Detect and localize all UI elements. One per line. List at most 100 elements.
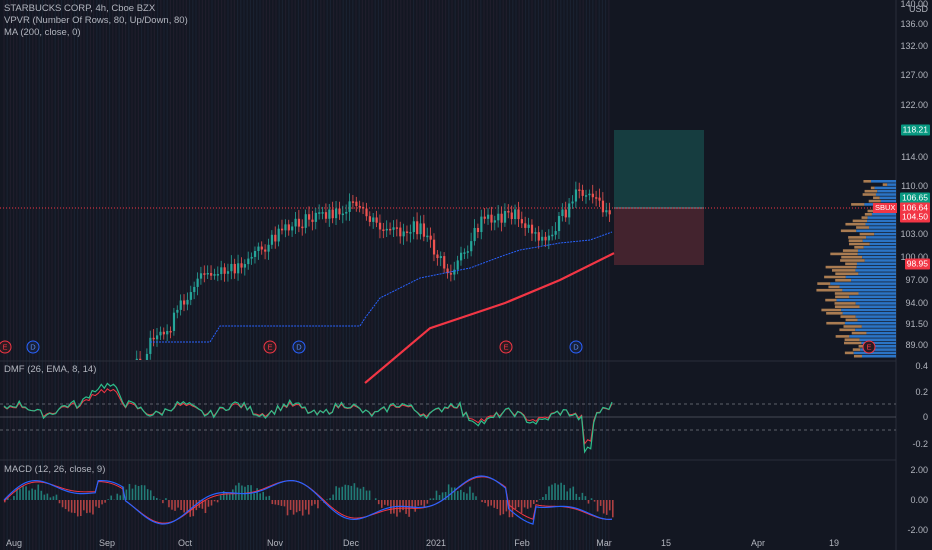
volume-profile-bar — [839, 285, 896, 289]
candle — [250, 256, 253, 259]
vpvr-indicator-label[interactable]: VPVR (Number Of Rows, 80, Up/Down, 80) — [4, 15, 188, 26]
candle — [432, 239, 436, 255]
macd-histogram-bar — [481, 500, 483, 503]
dividend-marker[interactable]: D — [569, 340, 583, 354]
macd-histogram-bar — [362, 486, 365, 500]
macd-histogram-bar — [25, 486, 27, 500]
candle — [156, 335, 159, 340]
volume-profile-bar — [844, 341, 862, 345]
symbol-title[interactable]: STARBUCKS CORP, 4h, Cboe BZX — [4, 3, 156, 14]
macd-histogram-bar — [314, 500, 316, 505]
candle — [527, 224, 530, 228]
candle — [253, 250, 257, 257]
candle — [591, 193, 594, 198]
stop-price-tag: 104.50 — [900, 211, 930, 223]
macd-histogram-bar — [238, 482, 240, 500]
macd-histogram-bar — [517, 500, 520, 508]
macd-histogram-bar — [432, 498, 435, 500]
dividend-marker[interactable]: D — [292, 340, 306, 354]
volume-profile-bar — [867, 209, 875, 213]
last-price-tag: 106.64 — [900, 202, 930, 214]
macd-histogram-bar — [116, 493, 119, 500]
macd-tick-label: 0.00 — [910, 495, 928, 505]
volume-profile-bar — [851, 203, 865, 206]
price-tick-label: 89.00 — [905, 340, 928, 350]
price-axis[interactable]: USD 140.00 136.00 132.00 127.00 122.00 114.00… — [896, 0, 932, 550]
candle — [135, 358, 138, 360]
volume-profile-bar — [851, 331, 867, 335]
volume-profile-bar — [874, 232, 896, 236]
macd-histogram-bar — [22, 486, 24, 500]
macd-histogram-bar — [180, 500, 182, 510]
earnings-marker[interactable]: E — [0, 340, 12, 354]
volume-profile-bar — [863, 246, 896, 249]
candle — [321, 212, 324, 214]
candle — [233, 263, 236, 274]
earnings-marker[interactable]: E — [263, 340, 277, 354]
macd-histogram-bar — [37, 484, 40, 500]
candle — [365, 208, 368, 217]
macd-histogram-bar — [551, 484, 553, 500]
volume-profile-bar — [856, 262, 896, 266]
volume-profile-bar — [849, 335, 896, 338]
candle — [199, 273, 203, 279]
macd-histogram-bar — [201, 500, 204, 509]
target-price-tag: 118.21 — [900, 124, 930, 136]
macd-histogram-bar — [529, 500, 532, 508]
macd-histogram-bar — [469, 486, 471, 500]
candle — [193, 286, 196, 293]
volume-profile-bar — [845, 262, 857, 266]
earnings-marker[interactable]: E — [499, 340, 513, 354]
macd-histogram-bar — [262, 491, 264, 500]
dmf-tick-label: 0.2 — [915, 387, 928, 397]
volume-profile-bar — [855, 302, 896, 305]
volume-profile-bar — [867, 216, 896, 219]
candle — [172, 312, 176, 331]
candle — [395, 227, 399, 229]
macd-histogram-bar — [89, 500, 91, 513]
volume-profile-bar — [887, 183, 896, 186]
volume-profile-bar — [845, 318, 858, 322]
candle — [476, 227, 480, 233]
macd-histogram-bar — [347, 485, 350, 500]
candle — [466, 251, 469, 253]
macd-histogram-bar — [384, 500, 386, 505]
macd-histogram-bar — [612, 500, 614, 518]
candle — [176, 309, 179, 313]
candle — [216, 274, 219, 276]
macd-histogram-bar — [456, 491, 459, 500]
macd-indicator-label[interactable]: MACD (12, 26, close, 9) — [4, 464, 106, 475]
macd-histogram-bar — [277, 500, 280, 506]
macd-tick-label: -2.00 — [907, 525, 928, 535]
time-tick-label: Nov — [266, 538, 284, 548]
price-tick-label: 94.00 — [905, 298, 928, 308]
macd-histogram-bar — [271, 500, 274, 505]
currency-label: USD — [908, 4, 928, 14]
macd-histogram-bar — [572, 486, 575, 500]
macd-histogram-bar — [584, 496, 587, 500]
macd-histogram-bar — [186, 500, 188, 514]
macd-histogram-bar — [256, 488, 258, 500]
candle — [382, 229, 385, 231]
volume-profile-bar — [879, 196, 896, 200]
loss-zone — [614, 208, 704, 265]
macd-histogram-bar — [545, 494, 547, 500]
macd-histogram-bar — [183, 500, 185, 513]
candle — [375, 217, 378, 223]
dividend-marker[interactable]: D — [26, 340, 40, 354]
macd-histogram-bar — [596, 500, 599, 512]
earnings-marker[interactable]: E — [862, 340, 876, 354]
macd-histogram-bar — [31, 488, 33, 500]
dmf-indicator-label[interactable]: DMF (26, EMA, 8, 14) — [4, 364, 97, 375]
ma-indicator-label[interactable]: MA (200, close, 0) — [4, 27, 81, 38]
macd-histogram-bar — [168, 500, 170, 508]
macd-histogram-bar — [140, 485, 143, 500]
volume-profile-bar — [835, 295, 850, 299]
volume-profile-bar — [864, 213, 872, 216]
volume-profile-bar — [870, 186, 875, 190]
candle — [372, 217, 375, 222]
candle — [183, 300, 186, 305]
price-tick-label: 91.50 — [905, 319, 928, 329]
